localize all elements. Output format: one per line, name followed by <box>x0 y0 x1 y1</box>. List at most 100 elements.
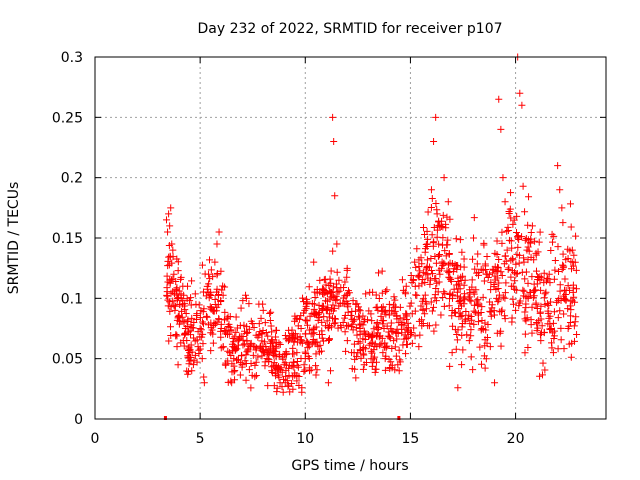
data-point <box>167 204 175 212</box>
data-point <box>180 330 188 338</box>
data-point <box>329 113 337 121</box>
gap-marker <box>397 416 401 420</box>
grid-lines <box>95 57 606 419</box>
data-point <box>167 323 175 331</box>
data-point <box>480 352 488 360</box>
data-point <box>201 270 209 278</box>
data-point <box>560 310 568 318</box>
data-point <box>567 223 575 231</box>
data-point <box>474 250 482 258</box>
data-point <box>254 353 262 361</box>
data-point <box>511 285 519 293</box>
data-point <box>199 330 207 338</box>
data-point <box>173 296 181 304</box>
data-point <box>514 234 522 242</box>
data-point <box>436 270 444 278</box>
data-point <box>521 330 529 338</box>
data-point <box>385 300 393 308</box>
data-point <box>428 307 436 315</box>
data-point <box>441 247 449 255</box>
data-point <box>556 307 564 315</box>
data-point <box>199 320 207 328</box>
data-point <box>272 333 280 341</box>
data-point <box>536 331 544 339</box>
x-tick-label: 10 <box>296 431 314 447</box>
data-point <box>509 295 517 303</box>
data-point <box>400 335 408 343</box>
data-point <box>536 228 544 236</box>
data-point <box>435 217 443 225</box>
data-point <box>528 222 536 230</box>
data-point <box>183 337 191 345</box>
data-point <box>250 323 258 331</box>
data-point <box>312 350 320 358</box>
data-point <box>458 323 466 331</box>
data-point <box>470 214 478 222</box>
data-point <box>408 310 416 318</box>
data-point <box>278 368 286 376</box>
data-point <box>233 324 241 332</box>
data-point <box>383 322 391 330</box>
data-point <box>356 314 364 322</box>
data-point <box>304 321 312 329</box>
data-point <box>408 329 416 337</box>
data-point <box>498 228 506 236</box>
data-point <box>518 101 526 109</box>
data-point <box>318 334 326 342</box>
data-point <box>324 304 332 312</box>
data-point <box>467 332 475 340</box>
data-point <box>458 331 466 339</box>
data-point <box>240 340 248 348</box>
data-point <box>504 266 512 274</box>
data-point <box>359 365 367 373</box>
data-point <box>407 272 415 280</box>
data-point <box>396 356 404 364</box>
data-point <box>565 340 573 348</box>
data-point <box>165 337 173 345</box>
data-point <box>499 293 507 301</box>
data-point <box>524 256 532 264</box>
data-point <box>181 306 189 314</box>
x-tick-label: 0 <box>91 431 100 447</box>
data-point <box>523 246 531 254</box>
data-point <box>206 303 214 311</box>
data-point <box>437 265 445 273</box>
data-point <box>232 313 240 321</box>
data-point <box>177 275 185 283</box>
data-point <box>477 265 485 273</box>
data-point <box>427 186 435 194</box>
data-point <box>521 208 529 216</box>
data-point <box>387 319 395 327</box>
data-point <box>259 343 267 351</box>
data-point <box>481 342 489 350</box>
data-point <box>350 349 358 357</box>
data-point <box>539 359 547 367</box>
data-point <box>320 313 328 321</box>
data-point <box>280 375 288 383</box>
data-point <box>501 315 509 323</box>
data-point <box>558 204 566 212</box>
y-tick-label: 0.05 <box>52 352 83 368</box>
data-point <box>391 296 399 304</box>
data-point <box>550 332 558 340</box>
axis-ticks: 0 0.05 0.1 0.15 0.2 0.25 0.3 0 5 10 15 20 <box>52 50 606 447</box>
data-point <box>513 228 521 236</box>
data-point <box>273 326 281 334</box>
data-point <box>453 336 461 344</box>
data-point <box>435 250 443 258</box>
data-point <box>481 319 489 327</box>
data-point <box>435 252 443 260</box>
data-point <box>395 367 403 375</box>
data-point <box>236 371 244 379</box>
data-point <box>569 258 577 266</box>
data-point <box>170 270 178 278</box>
data-point <box>476 343 484 351</box>
data-point <box>512 260 520 268</box>
data-point <box>315 301 323 309</box>
data-point <box>467 353 475 361</box>
data-point <box>497 125 505 133</box>
data-point <box>478 325 486 332</box>
data-point <box>180 342 188 350</box>
data-point <box>198 318 206 326</box>
